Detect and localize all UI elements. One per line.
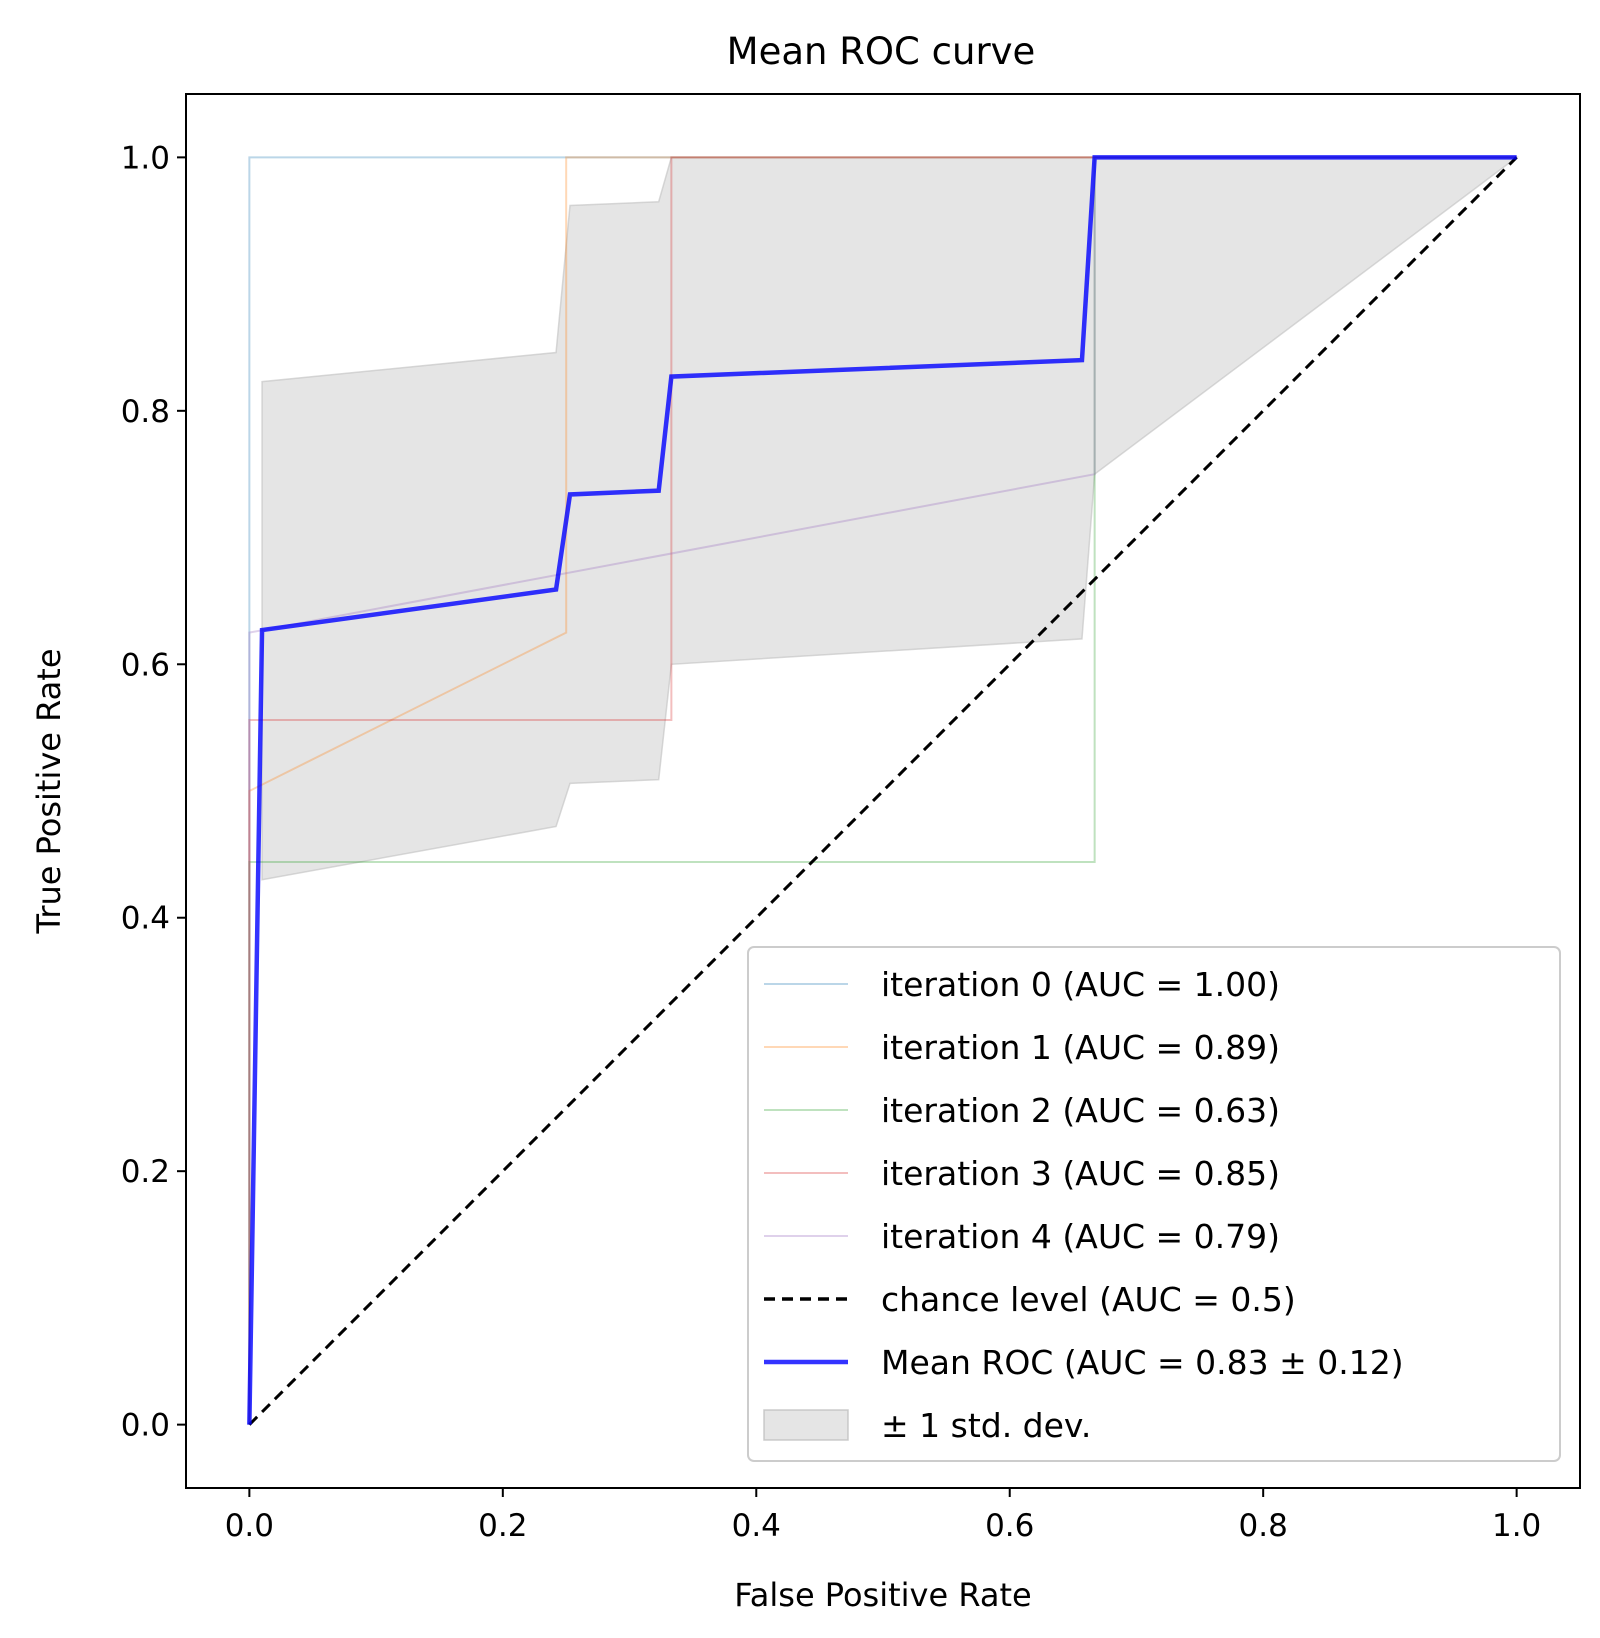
std-dev-band xyxy=(261,156,1519,881)
legend-box xyxy=(747,946,1561,1462)
legend-label-5: chance level (AUC = 0.5) xyxy=(881,1280,1296,1319)
y-tick-label: 0.4 xyxy=(121,901,170,937)
legend-swatch-band xyxy=(763,1409,849,1441)
series-line-0 xyxy=(248,156,1517,1425)
y-tick-label: 1.0 xyxy=(121,140,170,176)
x-axis-label: False Positive Rate xyxy=(734,1576,1031,1614)
x-tick-label: 0.0 xyxy=(225,1508,274,1544)
legend-label-1: iteration 1 (AUC = 0.89) xyxy=(881,1028,1280,1067)
y-tick-label: 0.0 xyxy=(121,1408,170,1444)
series-line-1 xyxy=(248,156,1517,1425)
plot-area xyxy=(247,155,1519,1426)
x-tick-label: 0.6 xyxy=(985,1508,1034,1544)
y-tick-label: 0.2 xyxy=(121,1154,170,1190)
y-axis: 0.0 0.2 0.4 0.6 0.8 1.0 xyxy=(121,140,186,1444)
legend-label-3: iteration 3 (AUC = 0.85) xyxy=(881,1154,1280,1193)
series-line-6 xyxy=(247,155,1517,1425)
x-tick-label: 0.8 xyxy=(1239,1508,1288,1544)
legend-label-7: ± 1 std. dev. xyxy=(881,1406,1091,1445)
series-line-3 xyxy=(248,156,1517,1425)
y-axis-label: True Positive Rate xyxy=(30,648,68,934)
plot-frame xyxy=(185,93,1581,1489)
x-axis: 0.0 0.2 0.4 0.6 0.8 1.0 xyxy=(225,1488,1541,1544)
chart-title: Mean ROC curve xyxy=(727,30,1036,73)
legend: iteration 0 (AUC = 1.00) iteration 1 (AUC… xyxy=(747,946,1561,1462)
y-tick-label: 0.6 xyxy=(121,647,170,683)
legend-label-2: iteration 2 (AUC = 0.63) xyxy=(881,1091,1280,1130)
legend-label-4: iteration 4 (AUC = 0.79) xyxy=(881,1217,1280,1256)
y-tick-label: 0.8 xyxy=(121,394,170,430)
legend-label-6: Mean ROC (AUC = 0.83 ± 0.12) xyxy=(881,1343,1404,1382)
x-tick-label: 0.4 xyxy=(732,1508,781,1544)
x-tick-label: 1.0 xyxy=(1492,1508,1541,1544)
series-line-5 xyxy=(248,156,1518,1426)
legend-label-0: iteration 0 (AUC = 1.00) xyxy=(881,965,1280,1004)
x-tick-label: 0.2 xyxy=(478,1508,527,1544)
